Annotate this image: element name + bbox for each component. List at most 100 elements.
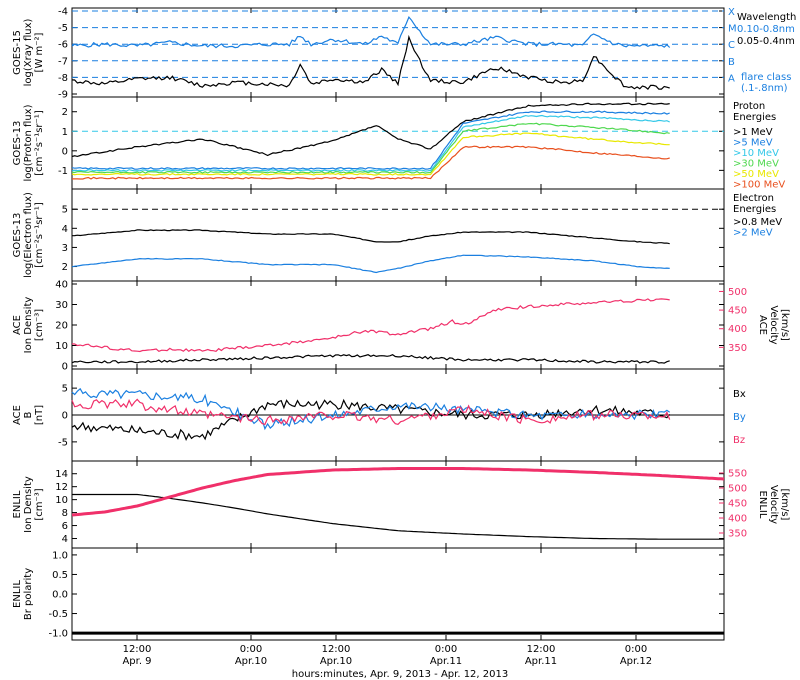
y-tick-label: 2 [62,107,68,118]
y-axis-label: [cm⁻²s⁻¹sr⁻¹] [34,110,45,176]
y-axis-label: [W m⁻²] [34,32,45,72]
series-bx [71,398,671,441]
legend-title: Proton [733,101,765,112]
y-tick-label: 1 [62,127,68,138]
legend-entry: >10 MeV [733,148,779,159]
y-tick-label: -9 [58,90,68,101]
y-tick-label: 0 [62,362,68,373]
y-axis-label: GOES-13 [12,121,23,166]
y-axis-label: GOES-15 [12,30,23,75]
series-velocity [71,467,725,517]
series-0-05-0-4nm [71,34,670,90]
legend-title: Electron [733,193,774,204]
x-tick-label-date: Apr.10 [235,656,267,667]
y-tick-label-right: 450 [728,499,747,510]
panel-ace_b: 5 0 -5 ACE B [nT] Bx By Bz [12,368,746,462]
y-axis-label-right: ACE [757,315,768,335]
flare-class-annotation: (.1-.8nm) [741,83,788,94]
legend-entry: >2 MeV [733,228,773,239]
y-axis-label: [nT] [34,405,45,425]
y-tick-label: 40 [55,280,68,291]
y-tick-label: 0 [62,411,68,422]
legend-entry: >30 MeV [733,159,779,170]
y-tick-label: -5 [58,437,68,448]
y-tick-label: 10 [55,341,68,352]
legend-entry: >50 MeV [733,169,779,180]
panel-electron: 5 4 3 2 GOES-13 log(Electron flux) [cm⁻²s⁻¹sr⁻… [12,188,782,282]
y-tick-label: -0.5 [48,609,68,620]
panel-frame [71,280,725,370]
y-tick-label: 20 [55,321,68,332]
legend-entry: 0.10-0.8nm [737,24,795,35]
series--0-8-mev [71,229,670,245]
y-axis-label-right: [km/s] [779,309,790,341]
legend-entry: 0.05-0.4nm [737,36,795,47]
x-tick-label-date: Apr.11 [525,656,557,667]
x-tick-label-date: Apr.10 [320,656,352,667]
y-axis-label: GOES-13 [12,213,23,258]
legend-entry: >0.8 MeV [733,217,782,228]
y-axis-label: Ion Density [23,476,34,533]
y-tick-label: 0 [62,146,68,157]
y-tick-label: 0.0 [52,590,68,601]
series--10-mev [71,114,670,172]
y-axis-label-right: ENLIL [757,491,768,519]
y-tick-label: -4 [58,7,68,18]
legend-entry: Bx [733,389,746,400]
y-axis-label: ACE [12,405,23,425]
y-tick-label: -1.0 [48,629,68,640]
x-tick-label-time: 12:00 [123,644,152,655]
y-tick-label: 0.5 [52,570,68,581]
y-axis-label: log(Electron flux) [23,192,34,278]
x-tick-label-time: 0:00 [625,644,647,655]
legend-title: Energies [733,204,776,215]
x-tick-label-date: Apr.11 [430,656,462,667]
y-tick-label: -7 [58,56,68,67]
y-axis-label: [cm⁻²s⁻¹sr⁻¹] [34,202,45,268]
x-tick-label-time: 12:00 [527,644,556,655]
y-axis-label: Br polarity [23,568,34,620]
y-tick-label: -6 [58,40,68,51]
flare-class-label: B [728,57,735,68]
series-velocity [71,298,670,353]
y-tick-label-right: 350 [728,343,747,354]
time-axis-title: hours:minutes, Apr. 9, 2013 - Apr. 12, 2… [292,669,508,680]
y-tick-label-right: 350 [728,529,747,540]
panel-frame [71,188,725,282]
y-tick-label-right: 550 [728,469,747,480]
y-tick-label: 5 [62,205,68,216]
y-axis-label: ENLIL [12,580,23,608]
y-tick-label: 30 [55,300,68,311]
y-tick-label: -8 [58,73,68,84]
series-ion-density [72,493,724,540]
legend-title: Wavelength [737,12,796,23]
x-tick-label-date: Apr.12 [620,656,652,667]
y-tick-label-right: 400 [728,324,747,335]
series--30-mev [71,122,670,174]
y-axis-label-right: Velocity [768,305,779,344]
y-axis-label: log(Xray flux) [23,19,34,87]
y-tick-label-right: 500 [728,287,747,298]
panel-enlil_polarity: 1.0 0.5 0.0 -0.5 -1.0 ENLIL Br polarity [12,547,725,641]
flare-class-label: A [728,73,735,84]
y-tick-label: 1.0 [52,550,68,561]
series--100-mev [72,145,670,180]
y-axis-label: [cm⁻³] [34,488,45,520]
y-tick-label-right: 500 [728,484,747,495]
y-axis-label: ENLIL [12,490,23,518]
y-tick-label: -5 [58,23,68,34]
series-0-10-0-8nm [71,15,671,49]
x-tick-label-time: 0:00 [240,644,262,655]
flare-class-label: X [728,7,735,18]
x-tick-label-date: Apr. 9 [122,656,151,667]
y-tick-label: 6 [62,521,68,532]
y-tick-label: 8 [62,508,68,519]
y-tick-label-right: 400 [728,514,747,525]
y-axis-label: Ion Density [23,297,34,354]
series--1-mev [71,102,670,158]
panel-frame [71,547,725,641]
